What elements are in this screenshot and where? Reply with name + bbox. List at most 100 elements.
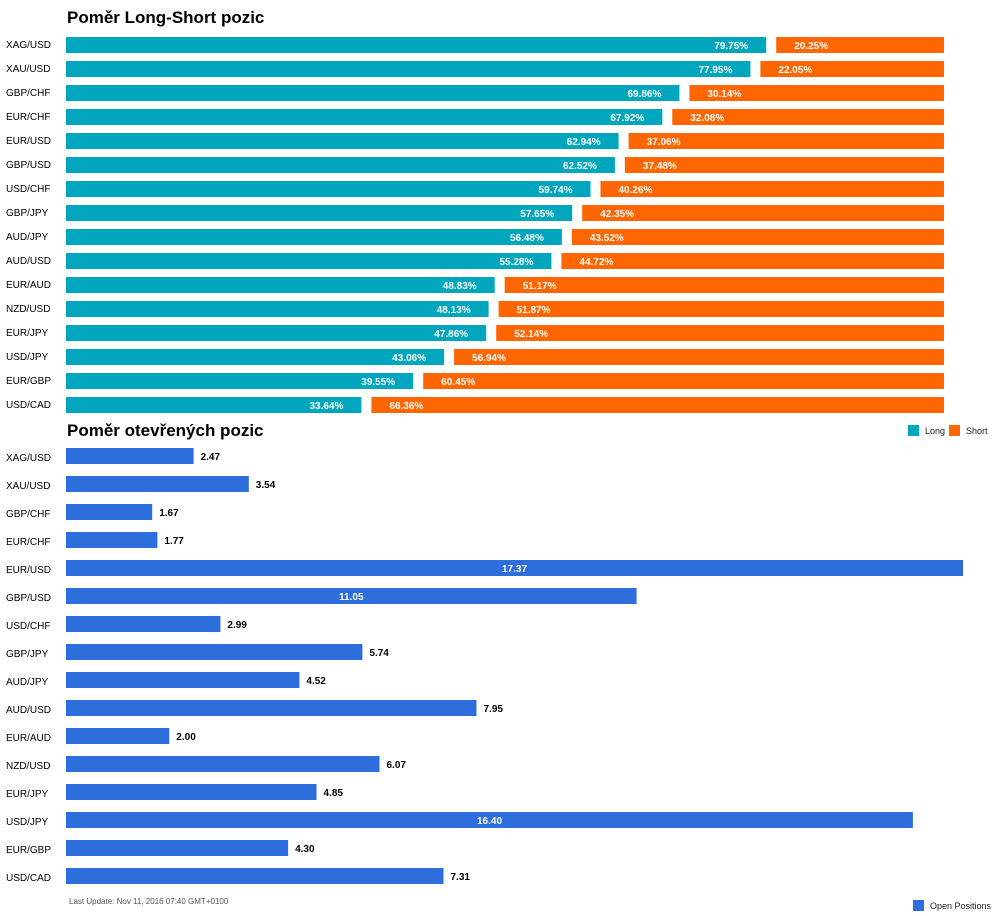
long-value-label: 67.92%	[610, 113, 644, 124]
long-value-label: 43.06%	[392, 353, 426, 364]
short-value-label: 60.45%	[441, 377, 475, 388]
short-bar	[371, 397, 944, 413]
long-value-label: 39.55%	[361, 377, 395, 388]
open-positions-value-label: 5.74	[369, 648, 389, 659]
short-bar	[672, 109, 944, 125]
open-positions-bar	[66, 728, 170, 744]
short-bar	[454, 349, 944, 365]
short-bar	[689, 85, 944, 101]
open-positions-bar	[66, 448, 194, 464]
long-bar	[66, 349, 445, 365]
short-value-label: 32.08%	[690, 113, 724, 124]
category-label: EUR/GBP	[6, 845, 51, 856]
short-value-label: 51.87%	[517, 305, 551, 316]
legend-short-label: Short	[966, 425, 988, 436]
category-label: EUR/AUD	[6, 280, 51, 291]
short-bar	[582, 205, 944, 221]
long-value-label: 77.95%	[698, 65, 732, 76]
long-value-label: 56.48%	[510, 233, 544, 244]
category-label: NZD/USD	[6, 304, 50, 315]
short-bar	[628, 133, 944, 149]
category-label: USD/CAD	[6, 400, 51, 411]
open-positions-value-label: 7.31	[451, 872, 471, 883]
legend-short[interactable]: Short	[949, 425, 988, 436]
long-value-label: 48.13%	[437, 305, 471, 316]
short-value-label: 56.94%	[472, 353, 506, 364]
short-value-label: 40.26%	[619, 185, 653, 196]
long-value-label: 69.86%	[627, 89, 661, 100]
short-bar	[496, 325, 944, 341]
category-label: EUR/CHF	[6, 537, 50, 548]
open-positions-value-label: 2.99	[227, 620, 247, 631]
short-bar	[600, 181, 944, 197]
long-value-label: 62.52%	[563, 161, 597, 172]
short-bar	[624, 157, 944, 173]
open-positions-value-label: 4.52	[306, 676, 326, 687]
category-label: EUR/USD	[6, 565, 51, 576]
short-value-label: 43.52%	[590, 233, 624, 244]
category-label: GBP/CHF	[6, 88, 50, 99]
open-positions-bar	[66, 504, 153, 520]
open-positions-bar	[66, 812, 913, 828]
open-positions-value-label: 1.77	[164, 536, 184, 547]
category-label: XAU/USD	[6, 64, 50, 75]
category-label: AUD/JPY	[6, 677, 49, 688]
open-positions-value-label: 2.47	[201, 452, 221, 463]
open-positions-bar	[66, 560, 963, 576]
legend-long[interactable]: Long	[908, 425, 945, 436]
long-bar	[66, 325, 487, 341]
category-label: USD/CHF	[6, 621, 50, 632]
category-label: EUR/GBP	[6, 376, 51, 387]
open-positions-bar	[66, 532, 158, 548]
open-positions-bar	[66, 756, 380, 772]
long-value-label: 79.75%	[714, 41, 748, 52]
category-label: NZD/USD	[6, 761, 50, 772]
long-bar	[66, 373, 414, 389]
open-positions-bar	[66, 588, 637, 604]
open-positions-bar	[66, 476, 249, 492]
long-bar	[66, 157, 615, 173]
long-bar	[66, 229, 562, 245]
short-value-label: 22.05%	[778, 65, 812, 76]
category-label: GBP/USD	[6, 593, 51, 604]
short-value-label: 51.17%	[523, 281, 557, 292]
open-positions-bar	[66, 784, 317, 800]
category-label: EUR/CHF	[6, 112, 50, 123]
legend-short-swatch	[949, 425, 960, 436]
open-positions-bar	[66, 840, 289, 856]
long-bar	[66, 85, 680, 101]
long-bar	[66, 253, 552, 269]
legend-open-swatch	[913, 900, 924, 911]
open-positions-bar	[66, 616, 221, 632]
legend-long-label: Long	[925, 425, 946, 436]
long-bar	[66, 205, 573, 221]
long-bar	[66, 133, 619, 149]
long-value-label: 55.28%	[499, 257, 533, 268]
legend-open-positions[interactable]: Open Positions	[913, 900, 991, 911]
long-value-label: 57.65%	[520, 209, 554, 220]
open-positions-bar	[66, 700, 477, 716]
category-label: GBP/CHF	[6, 509, 50, 520]
open-positions-value-label: 6.07	[387, 760, 407, 771]
long-bar	[66, 37, 767, 53]
short-bar	[776, 37, 944, 53]
category-label: XAU/USD	[6, 481, 50, 492]
category-label: XAG/USD	[6, 40, 51, 51]
short-bar	[760, 61, 944, 77]
open-positions-bar	[66, 644, 363, 660]
legend-long-swatch	[908, 425, 919, 436]
long-value-label: 47.86%	[434, 329, 468, 340]
category-label: XAG/USD	[6, 453, 51, 464]
category-label: EUR/JPY	[6, 789, 49, 800]
short-bar	[498, 301, 944, 317]
short-value-label: 66.36%	[389, 401, 423, 412]
long-bar	[66, 109, 663, 125]
short-value-label: 37.48%	[643, 161, 677, 172]
long-value-label: 62.94%	[567, 137, 601, 148]
category-label: USD/JPY	[6, 817, 49, 828]
long-value-label: 48.83%	[443, 281, 477, 292]
long-bar	[66, 181, 591, 197]
category-label: USD/CAD	[6, 873, 51, 884]
long-bar	[66, 277, 495, 293]
